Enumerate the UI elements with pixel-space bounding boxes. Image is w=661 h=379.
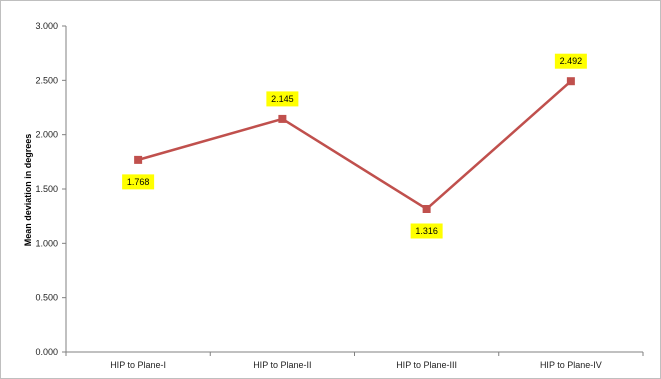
series-line	[137, 80, 572, 211]
y-tick-label: 2.000	[35, 130, 58, 140]
data-label: 1.316	[410, 223, 443, 239]
data-point-marker	[134, 155, 143, 164]
data-label-box	[554, 53, 587, 69]
series-layer	[134, 77, 575, 213]
y-tick-label: 0.500	[35, 293, 58, 303]
data-label: 2.145	[266, 91, 299, 107]
x-tick-label: HIP to Plane-I	[110, 360, 166, 370]
data-label-box	[410, 223, 443, 239]
data-label: 2.492	[554, 53, 587, 69]
data-labels: 1.768 2.145 1.316 2.492	[122, 53, 587, 239]
data-point-marker	[278, 114, 287, 123]
data-label-box	[266, 91, 299, 107]
x-tick-label: HIP to Plane-III	[396, 360, 457, 370]
y-tick-label: 1.000	[35, 238, 58, 248]
y-axis-title: Mean deviation in degrees	[23, 134, 33, 247]
y-tick-label: 3.000	[35, 21, 58, 31]
data-label-text: 2.492	[560, 56, 583, 66]
data-point-marker	[566, 77, 575, 86]
y-tick-label: 1.500	[35, 184, 58, 194]
data-label: 1.768	[122, 174, 155, 190]
data-label-box	[122, 174, 155, 190]
data-label-text: 1.316	[415, 226, 438, 236]
y-tick-label: 0.000	[35, 347, 58, 357]
data-point-marker	[422, 204, 431, 213]
y-tick-label: 2.500	[35, 75, 58, 85]
axes: 0.000 0.500 1.000 1.500 2.000 2.500 3.000 HIP t…	[35, 21, 644, 370]
x-tick-label: HIP to Plane-IV	[540, 360, 602, 370]
data-label-text: 1.768	[127, 177, 150, 187]
data-label-text: 2.145	[271, 94, 294, 104]
x-tick-label: HIP to Plane-II	[253, 360, 311, 370]
